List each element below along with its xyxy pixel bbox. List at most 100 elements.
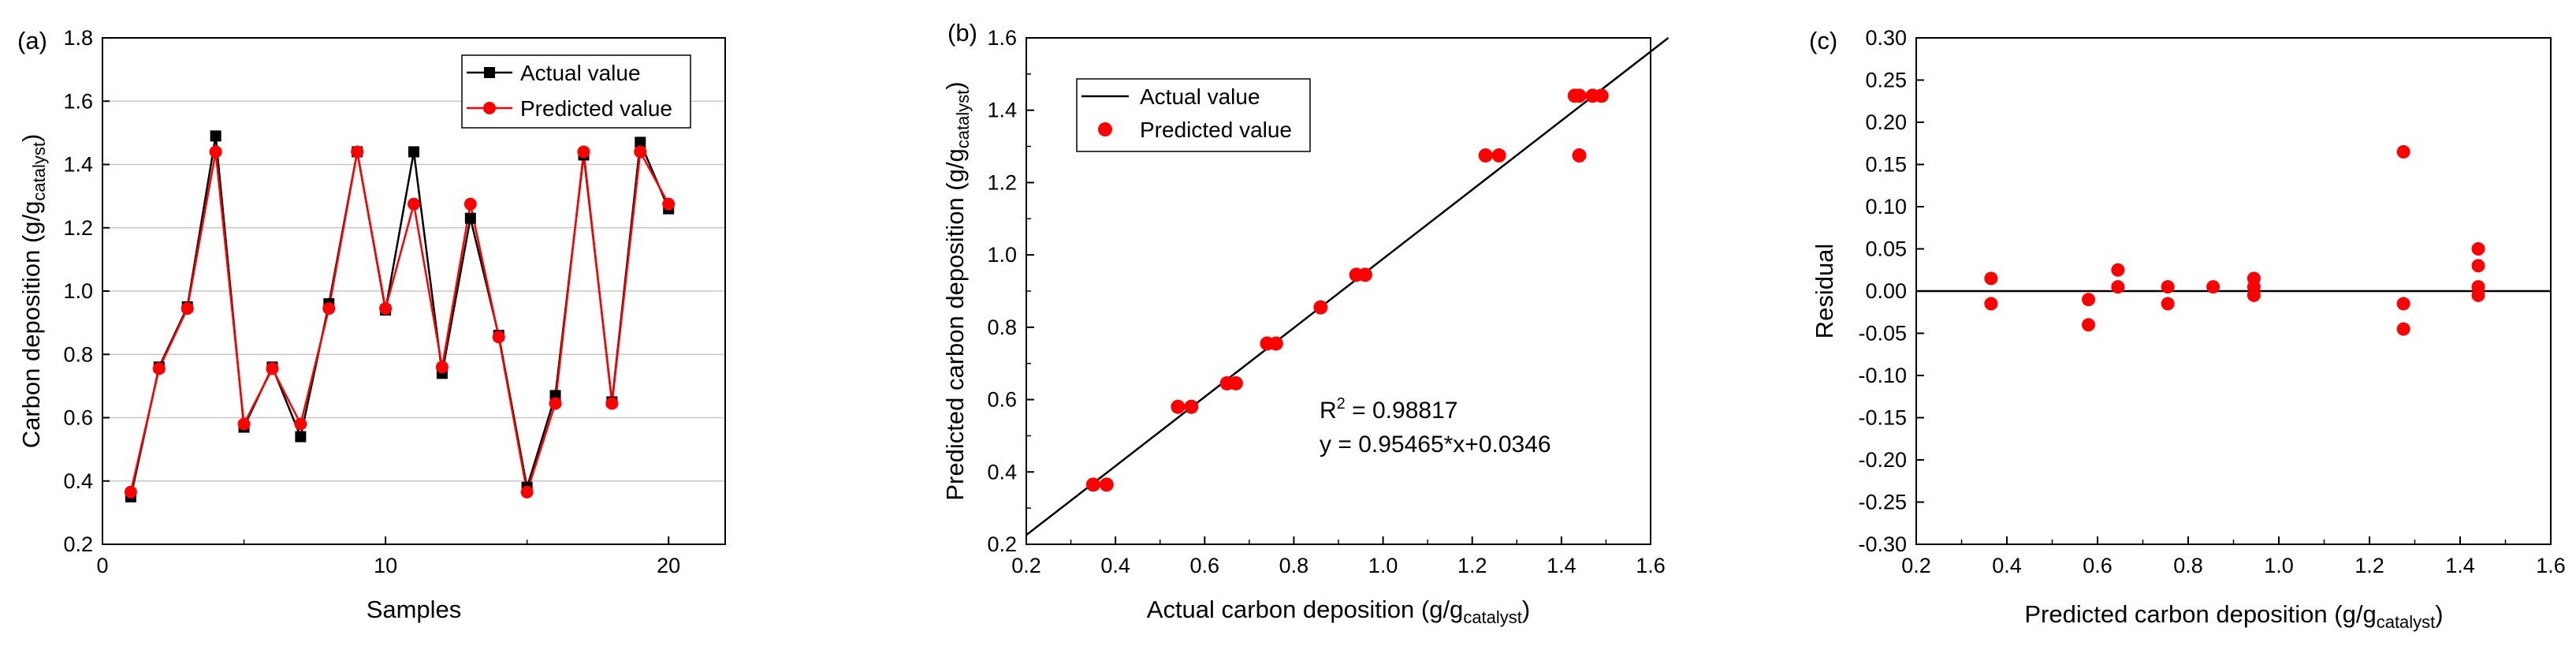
panel-b-data-point [1313, 300, 1328, 315]
panel-c-residual-point [2111, 280, 2125, 294]
panel-a-predicted-point [322, 302, 336, 316]
panel-b-x-axis-label: Actual carbon deposition (g/gcatalyst) [1147, 596, 1530, 627]
panel-b-y-tick-label: 0.4 [987, 460, 1017, 484]
panel-a-y-axis-label-main: Carbon deposition (g/g [17, 201, 45, 449]
panel-b-r-squared: R2 = 0.98817 [1320, 395, 1457, 424]
panel-a-y-tick-label: 0.2 [63, 532, 93, 556]
panel-c-x-tick-label: 0.6 [2083, 554, 2113, 577]
panel-a-ticks: 0.2 0.4 0.6 0.8 1.0 1.2 1.4 1.6 1.8 0 10 20 [63, 26, 680, 577]
panel-b-data-point [1357, 267, 1372, 282]
panel-a-actual-point [295, 431, 307, 443]
panel-b-data-point [1228, 375, 1243, 390]
panel-b-x-axis-label-main: Actual carbon deposition (g/g [1147, 596, 1464, 623]
panel-b-label: (b) [947, 19, 977, 47]
panel-b-legend-point-label: Predicted value [1140, 118, 1292, 142]
panel-b-y-tick-label: 1.6 [987, 26, 1017, 50]
panel-c-residual-point [2206, 280, 2220, 294]
panel-a-predicted-point [124, 485, 137, 499]
panel-c-x-tick-label: 0.2 [1901, 554, 1931, 577]
panel-c-y-tick-label: 0.20 [1865, 110, 1907, 134]
panel-b-legend-fit-label: Actual value [1140, 84, 1260, 109]
panel-c-y-tick-label: -0.30 [1858, 532, 1907, 556]
panel-b-ticks: 0.2 0.4 0.6 0.8 1.0 1.2 1.4 1.6 0.2 0.4 0.6 0.8 1.0 1… [987, 26, 1665, 577]
panel-a-predicted-point [266, 362, 279, 375]
panel-a-y-tick-label: 1.8 [63, 26, 93, 50]
panel-a-legend-actual-label: Actual value [520, 61, 641, 85]
panel-a-legend-box [461, 54, 691, 129]
panel-c-residual-point [2161, 297, 2175, 311]
panel-a-predicted-point [549, 397, 562, 410]
panel-c-residual-point [2082, 318, 2095, 332]
panel-a-predicted-point [634, 145, 647, 159]
panel-a-predicted-point [181, 302, 194, 316]
panel-c-residual-point [1984, 297, 1998, 311]
panel-c-y-tick-label: 0.15 [1865, 153, 1907, 177]
panel-c-residual-point [2247, 288, 2261, 302]
panel-a-predicted-point [662, 197, 676, 211]
panel-a-predicted-point [605, 397, 619, 410]
panel-b-data-point [1572, 88, 1587, 103]
panel-c-x-tick-label: 0.8 [2173, 554, 2203, 577]
panel-a-predicted-point [152, 362, 166, 375]
panel-c-x-tick-label: 0.4 [1992, 554, 2022, 577]
panel-a-x-tick-label: 10 [374, 554, 397, 577]
panel-a-x-tick-label: 20 [657, 554, 680, 577]
panel-c-x-axis-label-sub: catalyst [2377, 612, 2436, 632]
panel-b-data-point [1268, 336, 1283, 351]
panel-a-predicted-point [294, 417, 307, 431]
panel-a-predicted-point [237, 417, 251, 431]
panel-c-y-axis-label: Residual [1811, 244, 1838, 339]
panel-b-data-point [1572, 148, 1587, 163]
panel-c-y-tick-label: 0.25 [1865, 69, 1907, 92]
panel-c-residual-point [2396, 322, 2410, 336]
panel-a-legend: Actual value Predicted value [461, 54, 691, 129]
panel-b-data-point [1478, 148, 1493, 163]
panel-c-ticks: 0.2 0.4 0.6 0.8 1.0 1.2 1.4 1.6 0.30 0.25 0.20 0.15… [1858, 26, 2565, 577]
panel-b-fit-line [1026, 37, 1670, 536]
panel-c-residual-point [2471, 259, 2485, 273]
panel-a-y-tick-label: 0.6 [63, 406, 93, 430]
panel-b-y-tick-label: 1.0 [987, 243, 1017, 267]
panel-c-residual-chart: (c) 0.2 0.4 0.6 0.8 1.0 1.2 1.4 1.6 0.30 0.25 0.20… [1809, 26, 2566, 632]
panel-a-predicted-point [209, 145, 222, 159]
panel-b-x-tick-label: 1.4 [1547, 554, 1576, 577]
panel-a-y-axis-label: Carbon deposition (g/gcatalyst) [17, 134, 49, 449]
panel-a-y-tick-label: 0.4 [63, 469, 93, 493]
panel-a-x-tick-label: 0 [96, 554, 108, 577]
panel-c-y-tick-label: 0.05 [1865, 237, 1907, 261]
panel-c-y-tick-label: -0.05 [1858, 322, 1907, 346]
panel-c-residual-point [2471, 288, 2485, 302]
panel-b-fit-equation: y = 0.95465*x+0.0346 [1320, 431, 1551, 458]
panel-b-x-tick-label: 0.8 [1279, 554, 1309, 577]
panel-c-y-tick-label: -0.20 [1858, 448, 1907, 472]
panel-b-y-tick-label: 1.2 [987, 170, 1017, 194]
panel-c-residual-point [2082, 293, 2095, 307]
panel-c-x-tick-label: 1.4 [2445, 554, 2475, 577]
panel-b-x-tick-label: 1.6 [1636, 554, 1666, 577]
panel-b-data-point [1184, 399, 1199, 414]
panel-c-residual-point [2396, 144, 2410, 159]
panel-c-y-tick-label: 0.00 [1865, 279, 1907, 303]
panel-a-series [124, 130, 676, 502]
panel-b-x-tick-label: 1.2 [1457, 554, 1487, 577]
panel-c-residual-point [2471, 242, 2485, 256]
panel-b-x-tick-label: 1.0 [1368, 554, 1398, 577]
panel-a-predicted-line [129, 148, 670, 493]
panel-a-predicted-point [408, 197, 420, 211]
panel-a-legend-actual-marker [484, 67, 495, 78]
panel-a-predicted-point [577, 145, 590, 159]
panel-a-predicted-point [351, 145, 364, 159]
panel-b-data-point [1099, 477, 1114, 492]
panel-b-legend-box [1076, 78, 1311, 152]
panel-b-x-tick-label: 0.2 [1011, 554, 1041, 577]
panel-b-series [1026, 37, 1670, 536]
panel-c-x-axis-label-main: Predicted carbon deposition (g/g [2024, 600, 2376, 628]
panel-b-data-point [1171, 399, 1186, 414]
panel-b-y-axis-label: Predicted carbon deposition (g/gcatalyst… [941, 81, 973, 500]
panel-b-r-squared-sup: 2 [1337, 395, 1346, 413]
panel-b-y-tick-label: 0.8 [987, 316, 1017, 339]
panel-b-x-axis-label-sub: catalyst [1463, 607, 1522, 627]
panel-b-legend-point-marker [1098, 122, 1112, 136]
panel-b-y-tick-label: 0.6 [987, 388, 1017, 412]
panel-a-y-tick-label: 1.4 [63, 153, 93, 177]
